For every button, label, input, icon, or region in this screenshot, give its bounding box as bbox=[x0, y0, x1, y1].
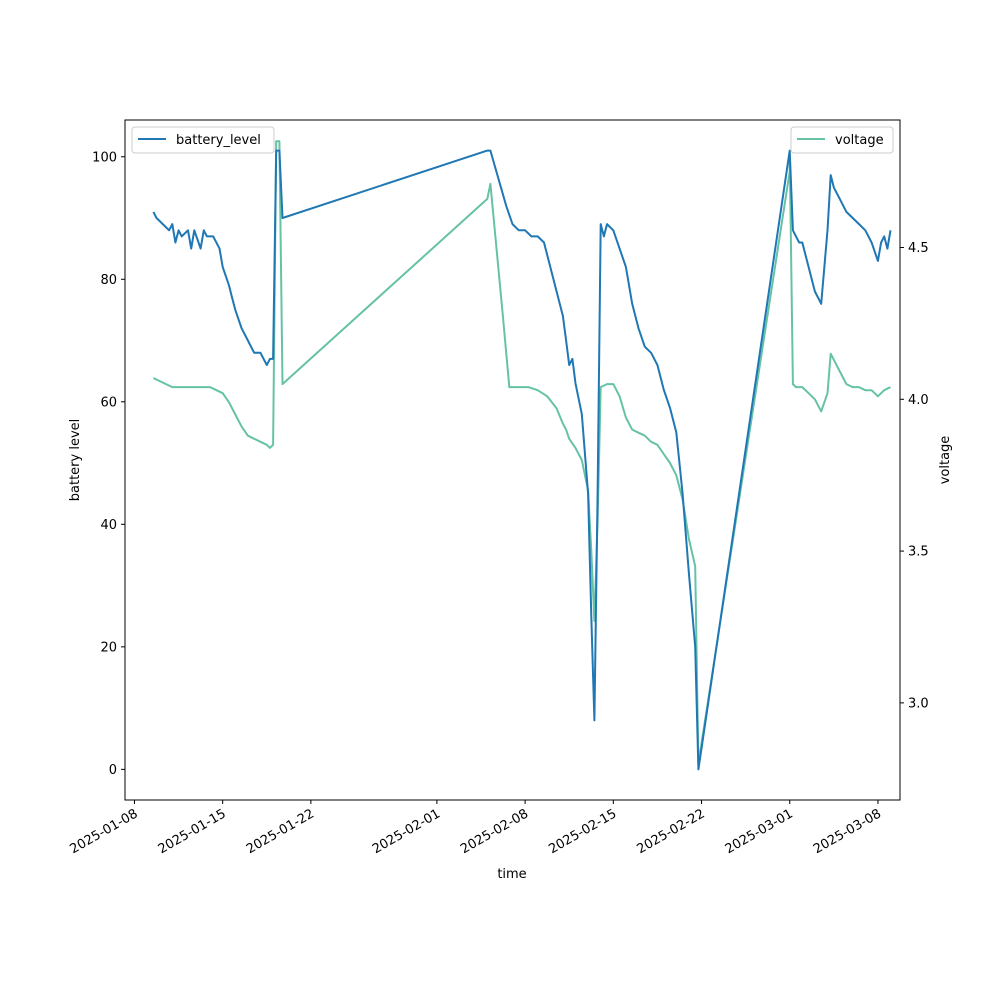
y2-tick-label: 4.5 bbox=[908, 241, 929, 256]
legend-voltage: voltage bbox=[790, 126, 894, 154]
y-axis-right: 3.0 3.5 4.0 4.5 bbox=[900, 241, 929, 711]
y-axis-left: 0 20 40 60 80 100 bbox=[92, 150, 125, 778]
legend-left-text: battery_level bbox=[176, 133, 261, 148]
y-axis-right-label: voltage bbox=[938, 436, 953, 485]
plot-lines bbox=[152, 140, 892, 771]
x-axis-label: time bbox=[497, 867, 526, 882]
y-tick-label: 0 bbox=[109, 763, 117, 778]
y-axis-left-label: battery level bbox=[68, 419, 83, 502]
y2-tick-label: 3.0 bbox=[908, 696, 929, 711]
legend-right-box bbox=[790, 126, 894, 154]
y2-tick-label: 3.5 bbox=[908, 545, 929, 560]
series-line-voltage bbox=[152, 140, 891, 765]
series-line-battery-level bbox=[152, 149, 892, 771]
y2-tick-label: 4.0 bbox=[908, 393, 929, 408]
y-tick-label: 20 bbox=[100, 640, 117, 655]
legend-battery-level: battery_level bbox=[131, 126, 275, 154]
y-tick-label: 100 bbox=[92, 150, 117, 165]
y-tick-label: 60 bbox=[100, 395, 117, 410]
plot-frame bbox=[124, 119, 901, 801]
y-tick-label: 40 bbox=[100, 518, 117, 533]
legend-right-text: voltage bbox=[835, 133, 884, 148]
y-tick-label: 80 bbox=[100, 273, 117, 288]
legend-left-box bbox=[131, 126, 275, 154]
